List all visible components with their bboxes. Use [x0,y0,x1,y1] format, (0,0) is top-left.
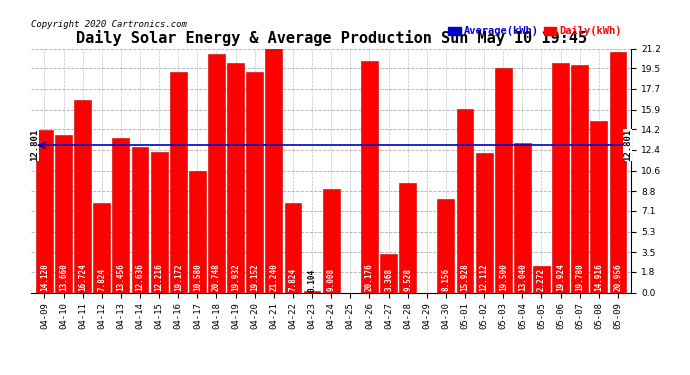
Bar [55,135,72,292]
Bar [284,202,302,292]
Bar [475,153,493,292]
Bar [533,266,550,292]
Text: 19.780: 19.780 [575,263,584,291]
Text: 19.500: 19.500 [499,263,508,291]
Text: 9.008: 9.008 [326,268,336,291]
Text: 14.916: 14.916 [594,263,603,291]
Bar [36,130,53,292]
Bar [227,63,244,292]
Text: 2.272: 2.272 [537,268,546,291]
Text: 20.176: 20.176 [365,263,374,291]
Bar [170,72,187,292]
Bar [591,121,607,292]
Text: 20.748: 20.748 [212,263,221,291]
Bar [189,171,206,292]
Text: 12.112: 12.112 [480,263,489,291]
Bar [552,63,569,292]
Bar [246,72,263,292]
Text: 15.928: 15.928 [460,263,469,291]
Text: 12.216: 12.216 [155,263,164,291]
Text: 19.172: 19.172 [174,263,183,291]
Text: 8.156: 8.156 [442,268,451,291]
Text: 20.956: 20.956 [613,263,622,291]
Bar [571,65,588,292]
Legend: Average(kWh), Daily(kWh): Average(kWh), Daily(kWh) [444,22,626,40]
Text: 13.040: 13.040 [518,263,527,291]
Text: 0.104: 0.104 [308,269,317,292]
Title: Daily Solar Energy & Average Production Sun May 10 19:45: Daily Solar Energy & Average Production … [76,30,586,46]
Text: 9.528: 9.528 [403,268,412,291]
Bar [323,189,339,292]
Text: 7.824: 7.824 [97,268,106,291]
Text: 19.932: 19.932 [231,263,240,291]
Text: 13.456: 13.456 [117,263,126,291]
Bar [380,254,397,292]
Text: 13.660: 13.660 [59,263,68,291]
Text: 3.368: 3.368 [384,268,393,291]
Bar [208,54,225,292]
Text: 21.240: 21.240 [269,263,278,291]
Text: 12.636: 12.636 [135,263,144,291]
Bar [609,51,627,292]
Bar [266,48,282,292]
Text: 10.580: 10.580 [193,263,202,291]
Text: 16.724: 16.724 [78,263,87,291]
Bar [304,291,320,292]
Text: Copyright 2020 Cartronics.com: Copyright 2020 Cartronics.com [31,20,187,29]
Bar [437,199,454,292]
Bar [514,142,531,292]
Bar [495,68,512,292]
Bar [150,152,168,292]
Bar [75,100,91,292]
Text: 7.824: 7.824 [288,268,297,291]
Bar [132,147,148,292]
Text: 19.924: 19.924 [556,263,565,291]
Bar [400,183,416,292]
Text: 14.120: 14.120 [40,263,49,291]
Bar [361,60,378,292]
Bar [112,138,129,292]
Text: 12.801: 12.801 [30,129,39,162]
Text: 12.801: 12.801 [623,129,632,162]
Bar [457,110,473,292]
Text: 19.152: 19.152 [250,263,259,291]
Bar [93,202,110,292]
